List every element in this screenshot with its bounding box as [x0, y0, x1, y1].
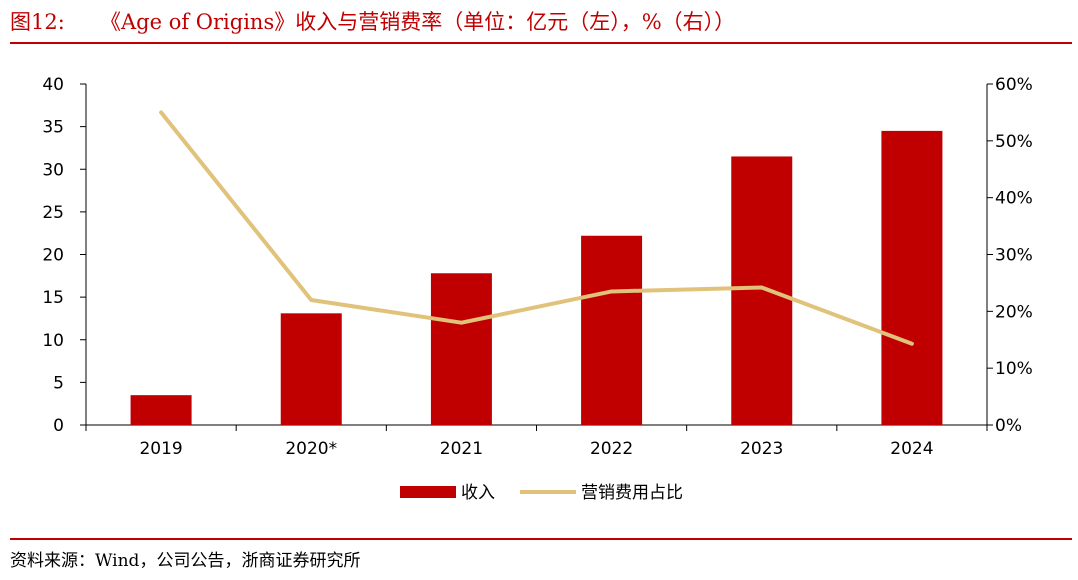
- figure-label: 图12:: [10, 10, 65, 34]
- revenue-bar: [130, 395, 192, 425]
- left-tick-label: 0: [53, 416, 64, 436]
- revenue-bar: [731, 156, 793, 425]
- footer-divider: [10, 538, 1072, 540]
- left-tick-label: 15: [42, 288, 64, 308]
- left-tick-label: 20: [42, 246, 64, 266]
- left-tick-label: 5: [53, 373, 64, 393]
- left-tick-label: 40: [42, 75, 64, 95]
- right-tick-label: 50%: [995, 132, 1033, 152]
- figure-title: 图12: 《Age of Origins》收入与营销费率（单位：亿元（左），%（右…: [10, 6, 735, 38]
- legend-ratio-label: 营销费用占比: [581, 483, 683, 503]
- x-tick-label: 2021: [440, 439, 483, 459]
- marketing-ratio-polyline: [159, 110, 914, 346]
- right-tick-label: 60%: [995, 75, 1033, 95]
- revenue-bar: [881, 130, 943, 425]
- chart: 0 5 10 15 20 25 30 35 40 0% 10% 20% 30% 40% 50% 60% 2019…: [10, 48, 1072, 528]
- revenue-bar: [581, 235, 643, 425]
- x-tick-label: 2022: [590, 439, 633, 459]
- left-tick-label: 10: [42, 331, 64, 351]
- right-tick-label: 10%: [995, 359, 1033, 379]
- right-tick-label: 20%: [995, 302, 1033, 322]
- left-tick-label: 30: [42, 160, 64, 180]
- revenue-bars: [130, 130, 943, 425]
- legend: 收入 营销费用占比: [400, 483, 683, 503]
- x-tick-label: 2020*: [285, 439, 337, 459]
- axes: [80, 83, 993, 431]
- revenue-bar: [430, 273, 492, 425]
- marketing-ratio-line: [159, 110, 914, 346]
- right-tick-label: 30%: [995, 246, 1033, 266]
- x-tick-label: 2023: [740, 439, 783, 459]
- revenue-bar: [280, 313, 342, 425]
- tick-labels: 0 5 10 15 20 25 30 35 40 0% 10% 20% 30% 40% 50% 60% 2019…: [42, 75, 1032, 459]
- right-tick-label: 0%: [995, 416, 1022, 436]
- x-tick-label: 2019: [139, 439, 182, 459]
- legend-revenue-label: 收入: [461, 483, 495, 503]
- left-tick-label: 25: [42, 203, 64, 223]
- legend-revenue-swatch: [400, 486, 456, 498]
- right-tick-label: 40%: [995, 189, 1033, 209]
- title-divider: [10, 42, 1072, 44]
- left-tick-label: 35: [42, 118, 64, 138]
- figure-title-text: 《Age of Origins》收入与营销费率（单位：亿元（左），%（右））: [100, 10, 736, 34]
- x-tick-label: 2024: [890, 439, 933, 459]
- source-note: 资料来源：Wind，公司公告，浙商证券研究所: [10, 551, 361, 571]
